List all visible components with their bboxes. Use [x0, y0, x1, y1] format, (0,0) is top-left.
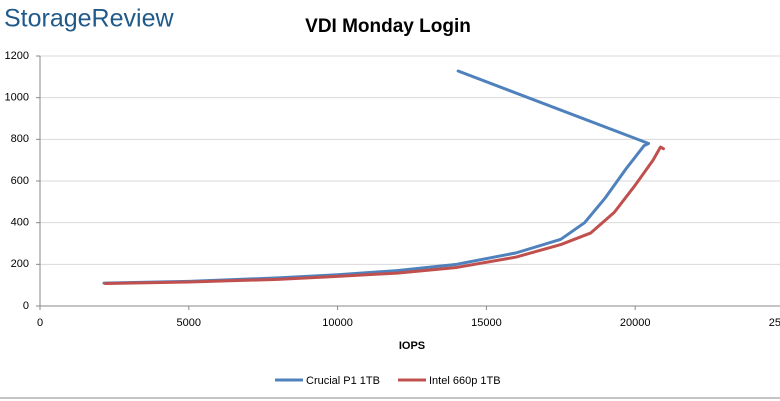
x-tick-label: 0: [37, 317, 43, 329]
x-tick-label: 15000: [471, 317, 502, 329]
series-line: [103, 145, 665, 285]
legend-label: Intel 660p 1TB: [429, 375, 501, 387]
x-tick-label: 5000: [177, 317, 201, 329]
chart-title: VDI Monday Login: [305, 16, 471, 37]
y-tick-label: 1000: [5, 92, 29, 104]
y-tick-label: 200: [11, 258, 29, 270]
y-tick-label: 1200: [5, 50, 29, 62]
legend-label: Crucial P1 1TB: [306, 375, 380, 387]
y-tick-label: 800: [11, 133, 29, 145]
y-tick-label: 400: [11, 217, 29, 229]
x-tick-label: 10000: [322, 317, 353, 329]
brand-logo: StorageReview: [4, 5, 174, 33]
x-axis-title: IOPS: [399, 340, 425, 352]
y-tick-label: 0: [23, 300, 29, 312]
y-tick-label: 600: [11, 175, 29, 187]
x-tick-label: 25000: [769, 317, 780, 329]
x-tick-label: 20000: [620, 317, 651, 329]
